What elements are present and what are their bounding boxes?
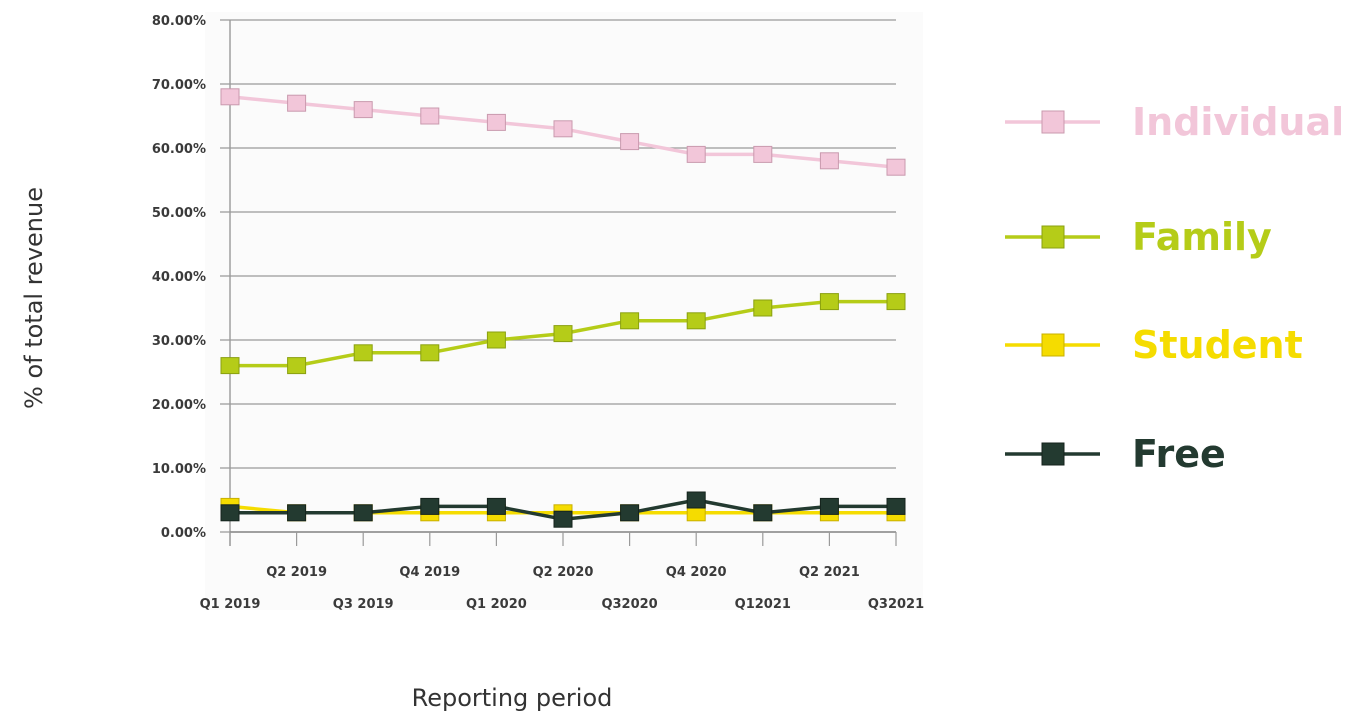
legend-marker — [1041, 110, 1065, 134]
data-point — [753, 145, 773, 163]
y-tick-label: 0.00% — [161, 526, 206, 541]
legend-item-student: Student — [1005, 323, 1303, 367]
y-tick-label: 40.00% — [152, 270, 206, 285]
legend-label: Family — [1132, 215, 1272, 259]
x-tick-label: Q1 2019 — [200, 597, 261, 612]
legend-marker — [1041, 225, 1065, 249]
data-point — [620, 312, 640, 330]
x-tick-label: Q32020 — [601, 597, 657, 612]
y-tick-label: 60.00% — [152, 142, 206, 157]
data-point — [620, 133, 640, 151]
legend-label: Free — [1132, 432, 1226, 476]
series-lines — [220, 88, 906, 528]
data-point — [353, 101, 373, 119]
data-point — [287, 357, 307, 375]
data-point — [420, 497, 440, 515]
legend: Individual Family Student Free — [1005, 100, 1344, 476]
series-family — [220, 293, 906, 375]
data-point — [553, 325, 573, 343]
series-free — [220, 491, 906, 528]
data-point — [353, 504, 373, 522]
axes — [229, 20, 897, 546]
data-point — [220, 357, 240, 375]
data-point — [819, 497, 839, 515]
data-point — [420, 344, 440, 362]
data-point — [287, 504, 307, 522]
y-tick-label: 20.00% — [152, 398, 206, 413]
x-tick-label: Q2 2020 — [533, 565, 594, 580]
y-tick-label: 30.00% — [152, 334, 206, 349]
y-tick-label: 10.00% — [152, 462, 206, 477]
legend-label: Individual — [1132, 100, 1344, 144]
data-point — [553, 120, 573, 138]
data-point — [220, 88, 240, 106]
data-point — [886, 158, 906, 176]
data-point — [886, 293, 906, 311]
x-tick-label: Q2 2021 — [799, 565, 860, 580]
y-tick-labels: 0.00% 10.00% 20.00% 30.00% 40.00% 50.00% 60.00… — [152, 14, 206, 541]
data-point — [753, 504, 773, 522]
data-point — [686, 145, 706, 163]
legend-marker — [1041, 333, 1065, 357]
data-point — [819, 152, 839, 170]
data-point — [220, 504, 240, 522]
data-point — [620, 504, 640, 522]
x-tick-label: Q4 2020 — [666, 565, 727, 580]
data-point — [886, 497, 906, 515]
y-axis-title: % of total revenue — [20, 187, 48, 409]
y-tick-label: 50.00% — [152, 206, 206, 221]
y-tick-label: 80.00% — [152, 14, 206, 29]
x-tick-label: Q4 2019 — [399, 565, 460, 580]
data-point — [819, 293, 839, 311]
x-tick-label: Q1 2020 — [466, 597, 527, 612]
x-tick-labels: Q1 2019 Q2 2019 Q3 2019 Q4 2019 Q1 2020 Q2 20… — [200, 565, 925, 612]
data-point — [486, 113, 506, 131]
x-tick-label: Q32021 — [868, 597, 924, 612]
x-tick-label: Q2 2019 — [266, 565, 327, 580]
data-point — [486, 497, 506, 515]
x-axis-title: Reporting period — [412, 684, 613, 712]
data-point — [553, 510, 573, 528]
data-point — [486, 331, 506, 349]
x-tick-label: Q3 2019 — [333, 597, 394, 612]
data-point — [686, 491, 706, 509]
legend-label: Student — [1132, 323, 1303, 367]
legend-item-individual: Individual — [1005, 100, 1344, 144]
data-point — [686, 312, 706, 330]
y-tick-label: 70.00% — [152, 78, 206, 93]
data-point — [353, 344, 373, 362]
data-point — [287, 94, 307, 112]
legend-item-free: Free — [1005, 432, 1226, 476]
x-tick-label: Q12021 — [735, 597, 791, 612]
series-individual — [220, 88, 906, 176]
legend-item-family: Family — [1005, 215, 1272, 259]
data-point — [420, 107, 440, 125]
data-point — [753, 299, 773, 317]
legend-marker — [1041, 442, 1065, 466]
